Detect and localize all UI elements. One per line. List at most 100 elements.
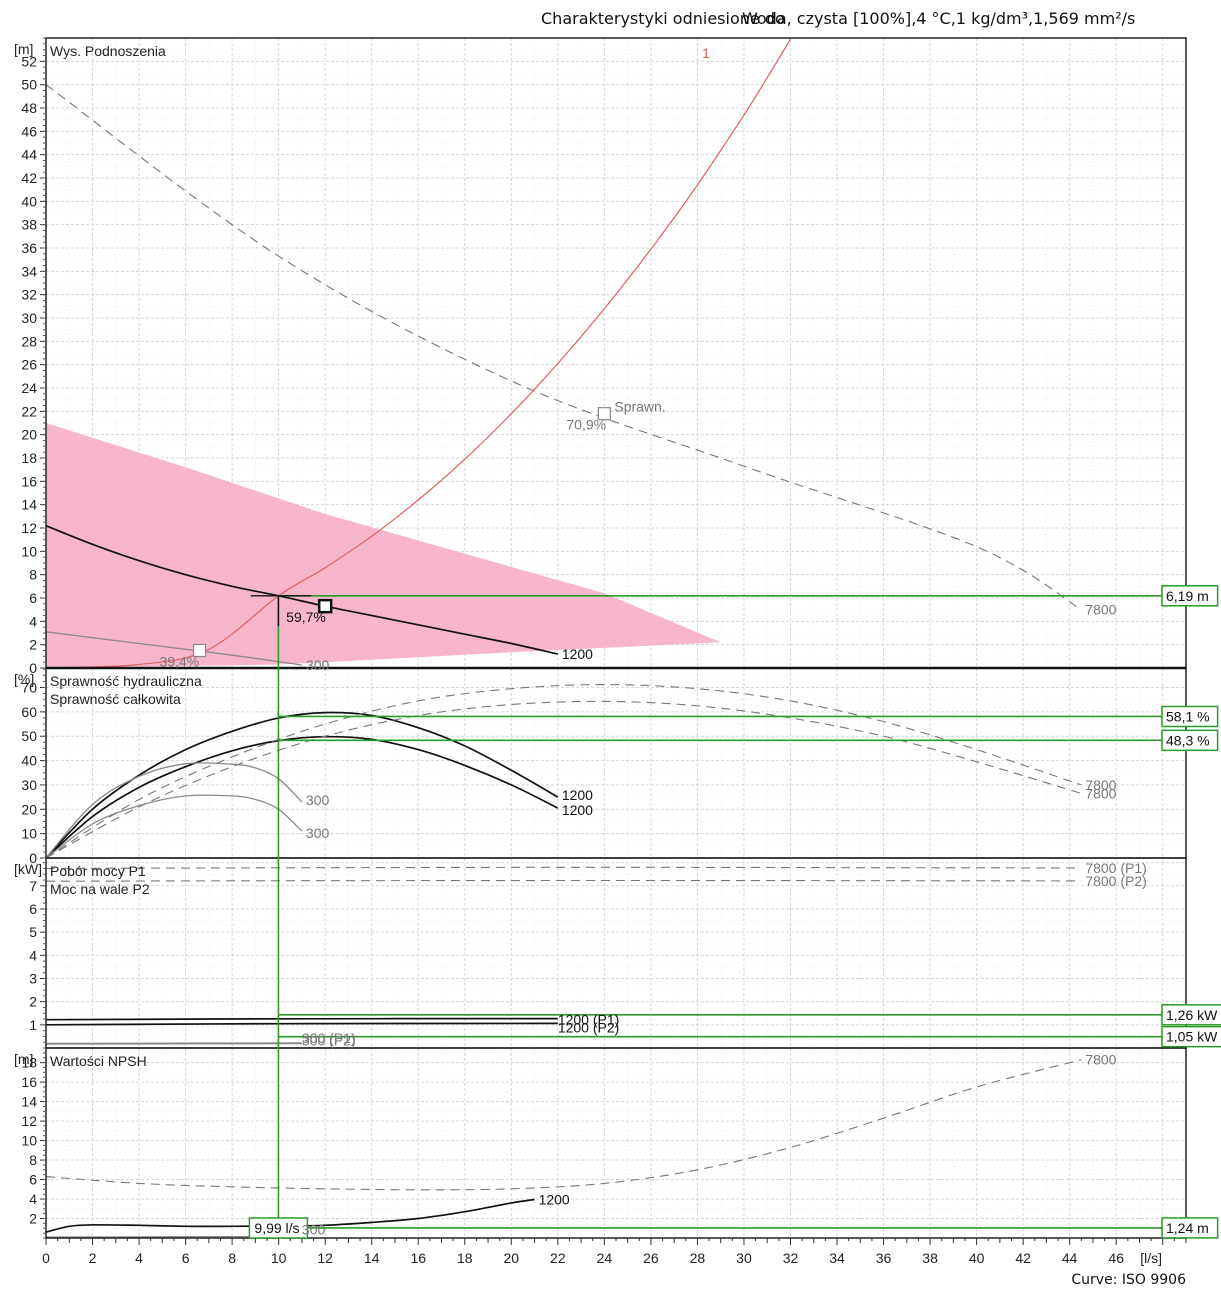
y-tick-label: 5	[29, 924, 37, 940]
y-tick-label: 24	[21, 380, 37, 396]
head-readout-text: 6,19 m	[1166, 588, 1209, 604]
y-tick-label: 10	[21, 1133, 37, 1149]
series-label: 7800	[1085, 785, 1116, 801]
series-head-7800	[46, 84, 1082, 611]
p1-readout-box	[1161, 1004, 1221, 1026]
efficiency-point-marker	[597, 407, 611, 421]
y-tick-label: 14	[21, 1094, 37, 1110]
series-label: 1200	[562, 787, 593, 803]
curve-standard: Curve: ISO 9906	[1071, 1272, 1186, 1288]
y-tick-label: 14	[21, 497, 37, 513]
y-tick-label: 34	[21, 263, 37, 279]
series-label: 1	[702, 45, 710, 61]
x-tick-label: 44	[1062, 1250, 1078, 1266]
efficiency-point-marker	[192, 643, 207, 658]
series-efficiency-300-h	[46, 762, 303, 858]
efficiency-point-label: 70,9%	[566, 417, 606, 433]
x-tick-label: 34	[829, 1250, 845, 1266]
x-tick-label: 46	[1108, 1250, 1124, 1266]
series-label: 1200	[539, 1192, 570, 1208]
series-power-7800-p1	[46, 866, 1082, 869]
x-tick-label: 4	[135, 1250, 143, 1266]
y-tick-label: 50	[21, 77, 37, 93]
series-label: 7800 (P2)	[1085, 873, 1146, 889]
efficiency-point-label: 59,7%	[286, 609, 326, 625]
x-tick-label: 2	[89, 1250, 97, 1266]
y-tick-label: 16	[21, 473, 37, 489]
series-label: 7800	[1085, 1052, 1116, 1068]
x-tick-label: 42	[1015, 1250, 1031, 1266]
y-tick-label: 20	[21, 427, 37, 443]
x-tick-label: 14	[364, 1250, 380, 1266]
hydraulic-efficiency-readout-box	[1161, 705, 1219, 728]
p2-readout-box	[1161, 1025, 1221, 1048]
y-tick-label: 38	[21, 217, 37, 233]
y-tick-label: 70	[21, 679, 37, 695]
efficiency-point-label: 39,4%	[160, 654, 200, 670]
y-tick-label: 10	[21, 543, 37, 559]
y-tick-label: 60	[21, 704, 37, 720]
series-efficiency-7800-h	[46, 684, 1082, 858]
y-tick-label: 6	[29, 1172, 37, 1188]
panel-frame	[45, 1047, 1187, 1239]
y-tick-label: 4	[29, 1191, 37, 1207]
x-tick-label: 24	[597, 1250, 613, 1266]
y-tick-label: 8	[29, 1152, 37, 1168]
series-npsh-7800	[46, 1059, 1082, 1191]
series-label: 1200	[562, 646, 593, 662]
p2-readout-text: 1,05 kW	[1166, 1029, 1218, 1045]
p1-readout-text: 1,26 kW	[1166, 1007, 1218, 1023]
y-tick-label: 2	[29, 637, 37, 653]
x-tick-label: 26	[643, 1250, 659, 1266]
x-tick-label: 30	[736, 1250, 752, 1266]
y-tick-label: 50	[21, 728, 37, 744]
y-tick-label: 20	[21, 801, 37, 817]
y-unit-label: [m]	[14, 41, 33, 57]
series-label: 300 (P2)	[302, 1033, 356, 1049]
series-label: 7800	[1085, 602, 1116, 618]
series-label: 7800	[1085, 777, 1116, 793]
operating-point-lines: 6,19 m 58,1 % 48,3 % 1,26 kW 1,05 kW 1,24 m 9,…	[248, 585, 1221, 1239]
y-tick-label: 7	[29, 878, 37, 894]
panel-label: Wys. Podnoszenia	[50, 43, 166, 59]
y-tick-label: 22	[21, 403, 37, 419]
series-power-7800-p2	[46, 879, 1082, 882]
x-tick-label: 36	[876, 1250, 892, 1266]
y-tick-label: 42	[21, 170, 37, 186]
series-power-300-p2	[46, 1042, 302, 1045]
x-tick-label: 22	[550, 1250, 566, 1266]
x-unit-label: [l/s]	[1140, 1250, 1162, 1266]
operating-range-band	[46, 423, 721, 668]
y-tick-label: 36	[21, 240, 37, 256]
x-tick-label: 40	[969, 1250, 985, 1266]
y-tick-label: 12	[21, 1113, 37, 1129]
x-tick-label: 32	[783, 1250, 799, 1266]
chart-title: Charakterystyki odniesione do	[541, 9, 785, 28]
series-label: 7800 (P1)	[1085, 860, 1146, 876]
y-tick-label: 6	[29, 590, 37, 606]
series-label: 1200	[562, 802, 593, 818]
fluid-description: Woda, czysta [100%],4 °C,1 kg/dm³,1,569 …	[742, 9, 1136, 28]
series-label: 300	[306, 657, 330, 673]
y-unit-label: [%]	[14, 671, 34, 687]
y-tick-label: 1	[29, 1017, 37, 1033]
npsh-readout-box	[1161, 1217, 1219, 1239]
y-tick-label: 32	[21, 287, 37, 303]
y-tick-label: 28	[21, 333, 37, 349]
y-tick-label: 8	[29, 567, 37, 583]
series-label: 300 (P1)	[302, 1030, 356, 1046]
x-tick-label: 38	[922, 1250, 938, 1266]
y-tick-label: 30	[21, 310, 37, 326]
series-label: 300	[306, 792, 330, 808]
x-tick-label: 6	[182, 1250, 190, 1266]
series-label: 1200 (P1)	[558, 1012, 619, 1028]
panel-label: Wartości NPSH	[50, 1053, 147, 1069]
best-efficiency-label: Sprawn.	[614, 399, 665, 415]
panel-label: Sprawność całkowita	[50, 691, 181, 707]
x-tick-label: 0	[42, 1250, 50, 1266]
y-tick-label: 10	[21, 826, 37, 842]
y-tick-label: 4	[29, 947, 37, 963]
curves-layer	[46, 38, 1082, 1238]
y-tick-label: 44	[21, 147, 37, 163]
